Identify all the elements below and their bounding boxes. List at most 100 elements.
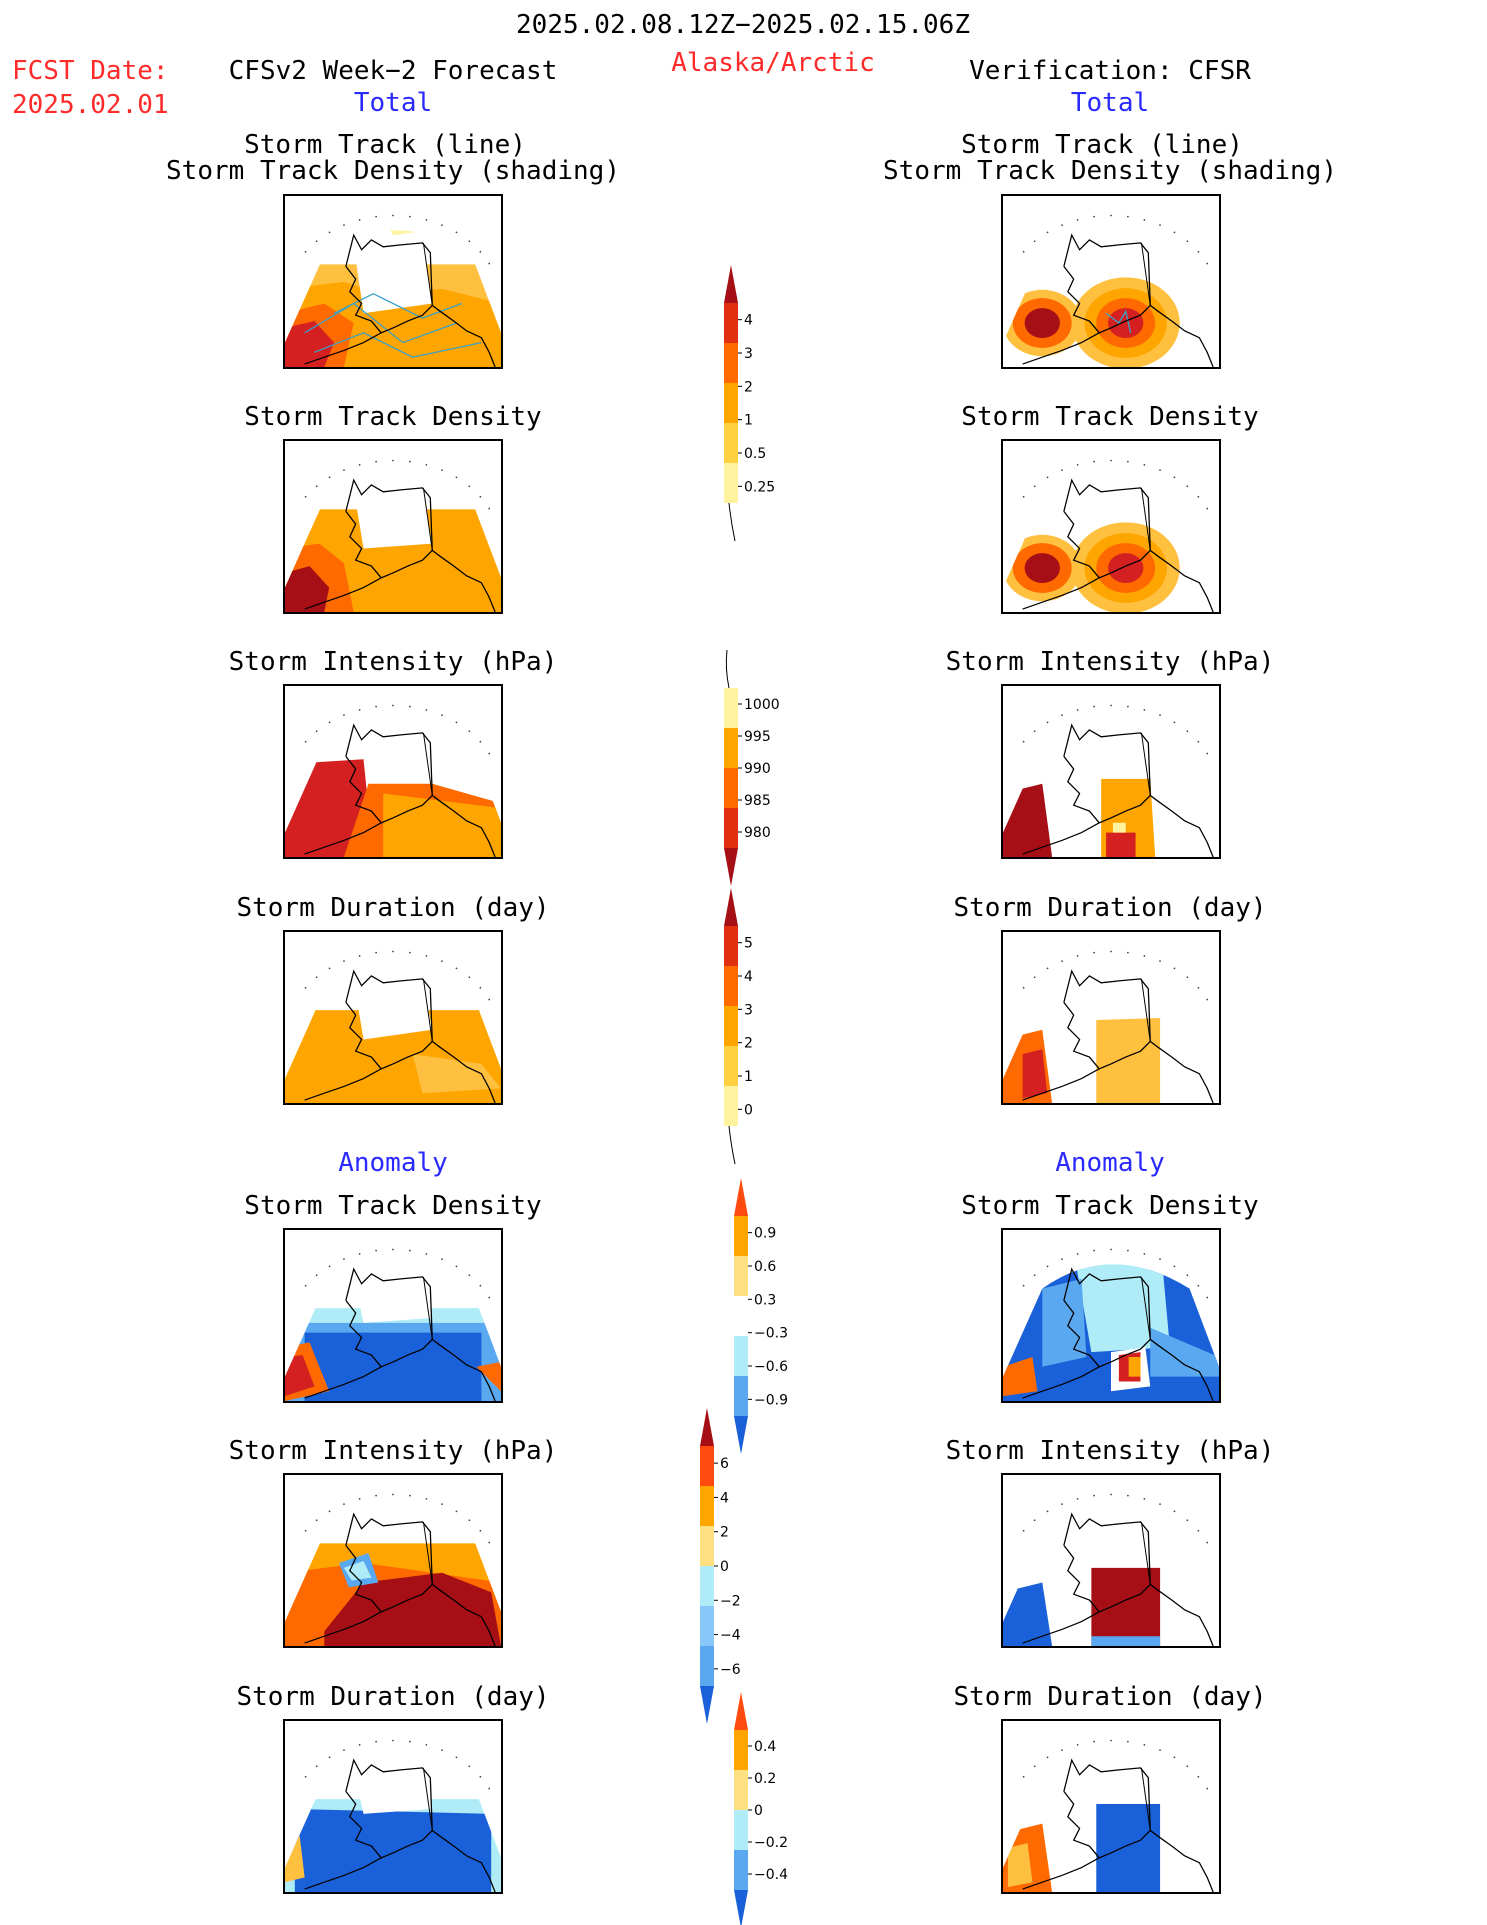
coastline-alaska [1063, 1758, 1214, 1892]
field-layer [285, 1276, 501, 1401]
shaded-region [476, 1361, 501, 1392]
colorbar-bottom-triangle [700, 1686, 714, 1724]
colorbar-tick-label: 0.6 [754, 1259, 776, 1275]
coastline-southwest [1063, 1001, 1151, 1070]
graticule-dot [1022, 1284, 1025, 1287]
graticule-dot [1127, 1249, 1129, 1252]
colorbar-segment [724, 768, 738, 808]
storm-track-line [1105, 309, 1132, 333]
colorbar-intensity-anomaly: 6 4 2 0 −2 −4 −6 [700, 1408, 770, 1724]
colorbar-segment [724, 463, 738, 503]
graticule-dot [358, 218, 361, 221]
coastline-aleutians [1022, 577, 1100, 610]
shaded-region [353, 1767, 433, 1814]
graticule-dot [1033, 485, 1036, 488]
graticule-dot [441, 960, 443, 963]
colorbar-duration-anomaly: 0.4 0.2 0 −0.2 −0.4 [734, 1692, 804, 1925]
graticule-dot [1206, 262, 1209, 265]
graticule-dot [1033, 976, 1036, 979]
map-forecast-density [283, 439, 503, 614]
graticule-dot [1206, 507, 1209, 510]
graticule-dot [1093, 1740, 1095, 1743]
colorbar-segment [724, 966, 738, 1006]
border-line [1140, 1521, 1151, 1585]
graticule-dot [479, 986, 482, 989]
colorbar-intensity-total: 1000 995 990 985 980 [724, 649, 794, 886]
shaded-region [1096, 1804, 1161, 1892]
colorbar-segment [724, 423, 738, 463]
graticule-dot [304, 495, 307, 498]
coastline-alaska [345, 723, 496, 857]
graticule-dot [441, 469, 443, 472]
graticule-dot [1206, 752, 1209, 755]
colorbar-tick-label: 0 [744, 1102, 753, 1118]
graticule-dot [441, 1503, 443, 1506]
graticule-dot [315, 485, 318, 488]
map-plot [1003, 459, 1214, 612]
graticule-dot [455, 231, 458, 234]
colorbar-tick-label: 3 [744, 346, 753, 362]
border-line [1140, 242, 1151, 306]
coastline-aleutians [1022, 822, 1100, 855]
graticule-dot [1127, 460, 1129, 463]
coastline-alaska [345, 1758, 496, 1892]
shaded-region [1022, 1049, 1048, 1099]
graticule-dot [1143, 218, 1146, 221]
map-verification-anomaly-intensity [1001, 1473, 1221, 1648]
colorbar-tick-label: 990 [744, 761, 771, 777]
coastline-alaska [1063, 233, 1214, 367]
forecast-title: CFSv2 Week−2 Forecast [228, 56, 558, 86]
graticule-dot [1022, 986, 1025, 989]
graticule-dot [425, 1743, 428, 1746]
colorbar-top-triangle [724, 265, 738, 303]
colorbar-segment [700, 1646, 714, 1686]
colorbar-tick-label: 2 [744, 1036, 753, 1052]
graticule-dot [1046, 967, 1049, 970]
graticule-dot [455, 721, 458, 724]
graticule-dot [328, 1510, 331, 1513]
graticule-dot [1186, 976, 1189, 979]
graticule-dot [1173, 231, 1176, 234]
field-layer [1003, 778, 1156, 857]
graticule-dot [343, 224, 345, 227]
colorbar-tick-label: 985 [744, 793, 771, 809]
graticule-dot [1061, 1503, 1063, 1506]
colorbar-segment [724, 383, 738, 423]
fcst-date-value: 2025.02.01 [12, 90, 169, 120]
colorbar-top-triangle [734, 1178, 748, 1216]
graticule-dot [392, 1493, 394, 1496]
shaded-region [285, 1355, 315, 1397]
colorbar-bottom-triangle [734, 1416, 748, 1454]
graticule-dot [1159, 1749, 1161, 1752]
colorbar-segment [734, 1376, 748, 1416]
graticule-dot [1197, 1284, 1200, 1287]
border-line [422, 242, 433, 306]
map-plot [285, 950, 501, 1103]
colorbar-tick-label: −0.3 [754, 1326, 788, 1342]
map-plot [285, 1739, 501, 1892]
right-intensity-title: Storm Intensity (hPa) [945, 647, 1275, 677]
border-line [422, 978, 433, 1042]
colorbar-top-line [725, 649, 730, 689]
coastline-southwest [345, 510, 433, 579]
shaded-region [1003, 1357, 1038, 1397]
coastline-southwest [345, 1790, 433, 1859]
graticule-dot [1159, 469, 1161, 472]
shaded-region [378, 698, 432, 720]
shaded-region [412, 1054, 501, 1094]
shaded-region [1042, 1278, 1087, 1367]
graticule-dot [409, 460, 411, 463]
colorbar-tick-label: 0 [720, 1559, 729, 1575]
graticule-dot [1033, 1274, 1036, 1277]
left-track-line-title: Storm Track (line) [244, 130, 526, 160]
shaded-region [285, 321, 335, 367]
coastline-aleutians [1022, 1857, 1100, 1890]
border-line [1140, 1767, 1151, 1831]
graticule-dot [375, 215, 377, 218]
map-plot [1003, 704, 1214, 857]
graticule-dot [1173, 1510, 1176, 1513]
colorbar-tick-label: −0.2 [754, 1835, 788, 1851]
graticule-dot [315, 1274, 318, 1277]
graticule-dot [392, 950, 394, 953]
right-track-shading-title: Storm Track Density (shading) [883, 156, 1337, 186]
